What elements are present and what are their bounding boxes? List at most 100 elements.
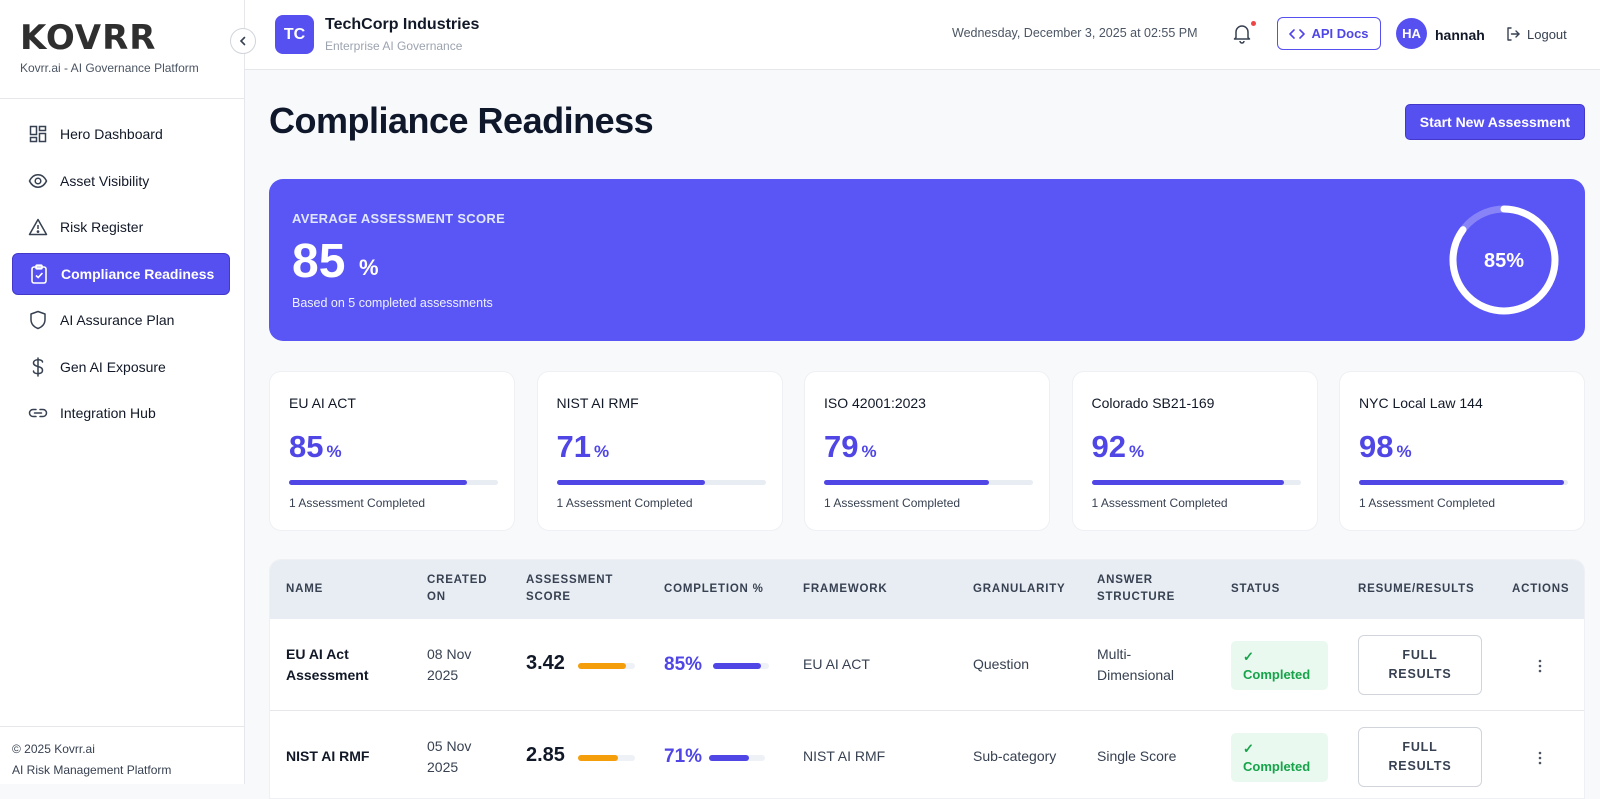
framework-progress-track [1091,480,1301,485]
shield-icon [28,310,48,330]
sidebar-item-risk-register[interactable]: Risk Register [12,206,230,248]
start-new-assessment-button[interactable]: Start New Assessment [1405,104,1585,140]
chevron-left-icon [239,36,246,46]
sidebar-item-label: Asset Visibility [60,172,150,189]
column-header-answer-structure[interactable]: ANSWER STRUCTURE [1097,572,1175,606]
average-score-ring: 85% [1449,205,1559,315]
sidebar-item-label: Risk Register [60,219,144,235]
api-docs-button[interactable]: API Docs [1277,17,1381,50]
page-title: Compliance Readiness [269,100,654,141]
framework-note: 1 Assessment Completed [1359,496,1496,510]
table-row[interactable]: NIST AI RMF 05 Nov 2025 2.85 71% NIST AI … [270,711,1584,798]
date-line: 08 Nov [427,646,472,662]
framework-score-value: 79 [824,429,859,464]
framework-card-nist-ai-rmf[interactable]: NIST AI RMF 71% 1 Assessment Completed [536,371,783,531]
name-line: NIST AI RMF [286,748,370,764]
column-header-created[interactable]: CREATED ON [427,572,487,606]
framework-score: 98% [1359,429,1412,465]
created-date: 05 Nov 2025 [427,736,471,778]
sidebar-item-label: Integration Hub [60,405,156,421]
api-docs-label: API Docs [1311,26,1369,41]
framework-score-value: 92 [1091,429,1126,464]
username[interactable]: hannah [1435,27,1485,43]
org-name: TechCorp Industries [325,16,480,33]
framework-score: 85% [289,429,342,465]
logout-icon [1507,27,1520,41]
status-badge: ✓ Completed [1231,641,1328,690]
framework-progress-fill [824,480,990,485]
user-avatar[interactable]: HA [1396,18,1427,49]
framework-card-iso-42001[interactable]: ISO 42001:2023 79% 1 Assessment Complete… [804,371,1050,531]
footer-copyright: © 2025 Kovrr.ai [12,742,95,756]
framework-score: 92% [1092,429,1145,465]
framework-card-nyc-local-law-144[interactable]: NYC Local Law 144 98% 1 Assessment Compl… [1339,371,1585,531]
button-line: RESULTS [1388,667,1452,681]
button-line: FULL [1402,740,1438,754]
sidebar-item-hero-dashboard[interactable]: Hero Dashboard [12,113,230,155]
assessment-score: 2.85 [526,744,565,766]
completion-bar-fill [709,755,749,761]
row-actions-button[interactable] [1532,654,1548,678]
score-bar-track [578,755,635,761]
header-line: ANSWER [1097,574,1153,586]
current-datetime: Wednesday, December 3, 2025 at 02:55 PM [952,26,1198,40]
column-header-name[interactable]: NAME [286,583,324,595]
framework-card-colorado-sb21-169[interactable]: Colorado SB21-169 92% 1 Assessment Compl… [1071,371,1318,531]
column-header-status[interactable]: STATUS [1231,583,1281,595]
column-header-completion[interactable]: COMPLETION % [664,583,764,595]
column-header-framework[interactable]: FRAMEWORK [803,583,888,595]
assessments-table: NAME CREATED ON ASSESSMENT SCORE COMPLETIO… [269,559,1585,799]
framework-card-eu-ai-act[interactable]: EU AI ACT 85% 1 Assessment Completed [269,371,515,531]
ring-label: 85% [1484,250,1524,272]
answer-structure-cell: Single Score [1097,746,1176,767]
full-results-button[interactable]: FULL RESULTS [1358,727,1482,787]
table-row[interactable]: EU AI Act Assessment 08 Nov 2025 3.42 85% … [270,619,1584,711]
row-actions-button[interactable] [1532,746,1548,770]
sidebar-item-integration-hub[interactable]: Integration Hub [12,392,230,434]
table-header: NAME CREATED ON ASSESSMENT SCORE COMPLETIO… [270,560,1584,619]
framework-note: 1 Assessment Completed [289,496,426,510]
framework-progress-track [824,480,1033,485]
sidebar-item-label: Compliance Readiness [61,265,215,282]
dashboard-grid-icon [28,124,48,144]
date-line: 2025 [427,759,459,775]
framework-name: Colorado SB21-169 [1091,395,1215,411]
org-avatar: TC [275,15,314,54]
full-results-button[interactable]: FULL RESULTS [1358,635,1482,695]
kovrr-logo[interactable]: KOVRR [20,18,157,58]
header-line: ASSESSMENT [526,574,614,586]
framework-cell: NIST AI RMF [803,748,886,764]
average-score-banner: AVERAGE ASSESSMENT SCORE 85 % Based on 5… [269,179,1585,341]
column-header-score[interactable]: ASSESSMENT SCORE [526,572,613,606]
column-header-granularity[interactable]: GRANULARITY [973,583,1066,595]
sidebar-item-label: AI Assurance Plan [60,312,175,328]
granularity-cell: Sub-category [973,748,1057,764]
notification-button[interactable] [1231,22,1253,44]
framework-name: NIST AI RMF [556,395,639,411]
date-line: 05 Nov [427,738,472,754]
header-line: ON [427,591,446,603]
name-line: EU AI Act [286,646,349,662]
sidebar: KOVRR Kovrr.ai - AI Governance Platform … [0,0,245,784]
assessment-name[interactable]: EU AI Act Assessment [286,644,369,686]
sidebar-item-label: Hero Dashboard [60,126,163,142]
link-icon [28,403,48,423]
collapse-sidebar-button[interactable] [230,28,256,54]
sidebar-item-asset-visibility[interactable]: Asset Visibility [12,160,230,202]
completion-bar-track [713,663,769,669]
completion-bar-fill [713,663,761,669]
org-subtitle: Enterprise AI Governance [325,39,463,53]
sidebar-item-gen-ai-exposure[interactable]: Gen AI Exposure [12,346,230,388]
framework-score-unit: % [1396,442,1412,461]
column-header-resume-results: RESUME/RESULTS [1358,583,1475,595]
sidebar-item-compliance-readiness[interactable]: Compliance Readiness [12,252,230,295]
sidebar-item-ai-assurance-plan[interactable]: AI Assurance Plan [12,299,230,341]
framework-cell: EU AI ACT [803,656,870,672]
assessment-name[interactable]: NIST AI RMF [286,746,369,767]
framework-progress-track [556,480,766,485]
framework-name: EU AI ACT [289,395,356,411]
framework-progress-fill [289,480,467,485]
answer-structure-cell: Multi- Dimensional [1097,644,1174,686]
logout-button[interactable]: Logout [1505,26,1567,42]
average-score-value: 85 [292,235,346,288]
